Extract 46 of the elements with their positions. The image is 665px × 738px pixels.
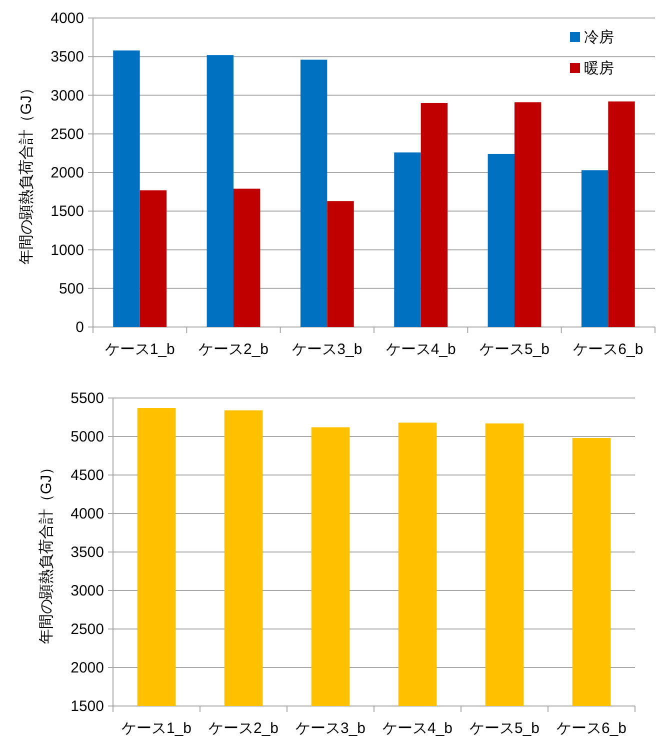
- bar: [206, 55, 234, 327]
- legend-label: 暖房: [584, 60, 614, 77]
- bar: [113, 50, 140, 327]
- y-tick-label: 3000: [50, 87, 84, 104]
- x-tick-label: ケース3_b: [292, 341, 362, 358]
- bar: [420, 102, 448, 327]
- x-tick-label: ケース4_b: [386, 341, 456, 358]
- y-tick-label: 3500: [70, 544, 104, 561]
- bar: [581, 170, 608, 327]
- bar: [234, 188, 260, 327]
- y-tick-label: 2000: [70, 660, 104, 676]
- x-tick-label: ケース5_b: [469, 720, 540, 737]
- y-tick-label: 3000: [70, 582, 104, 600]
- y-axis-title: 年間の顕熱負荷合計（GJ）: [18, 80, 35, 265]
- y-tick-label: 2000: [50, 164, 84, 182]
- y-tick-label: 500: [58, 280, 84, 298]
- x-tick-label: ケース3_b: [295, 720, 366, 737]
- bar: [514, 102, 542, 327]
- y-tick-label: 5000: [70, 428, 104, 446]
- x-tick-label: ケース1_b: [121, 720, 192, 737]
- y-tick-label: 1000: [50, 242, 84, 259]
- y-tick-label: 4000: [50, 10, 84, 27]
- bar: [608, 101, 635, 327]
- y-tick-label: 2500: [50, 126, 84, 143]
- y-tick-label: 1500: [50, 203, 84, 220]
- x-tick-label: ケース6_b: [573, 341, 644, 358]
- y-tick-label: 5500: [70, 390, 104, 407]
- y-tick-label: 3500: [50, 48, 84, 66]
- legend-label: 冷房: [584, 29, 614, 46]
- bar: [394, 152, 421, 327]
- x-tick-label: ケース2_b: [198, 341, 269, 358]
- y-tick-label: 2500: [70, 621, 104, 638]
- y-tick-label: 4500: [70, 467, 104, 484]
- bar: [488, 154, 514, 327]
- x-tick-label: ケース6_b: [556, 720, 627, 737]
- x-tick-label: ケース1_b: [104, 341, 175, 358]
- y-axis-title: 年間の顕熱負荷合計（GJ）: [38, 460, 55, 644]
- bar: [327, 201, 354, 327]
- y-tick-label: 4000: [70, 506, 104, 522]
- x-tick-label: ケース5_b: [479, 341, 550, 358]
- x-tick-label: ケース4_b: [382, 720, 453, 737]
- bar: [140, 190, 167, 327]
- x-tick-label: ケース2_b: [208, 720, 279, 737]
- y-tick-label: 0: [76, 319, 84, 336]
- y-tick-label: 1500: [70, 698, 104, 715]
- bar: [300, 60, 328, 327]
